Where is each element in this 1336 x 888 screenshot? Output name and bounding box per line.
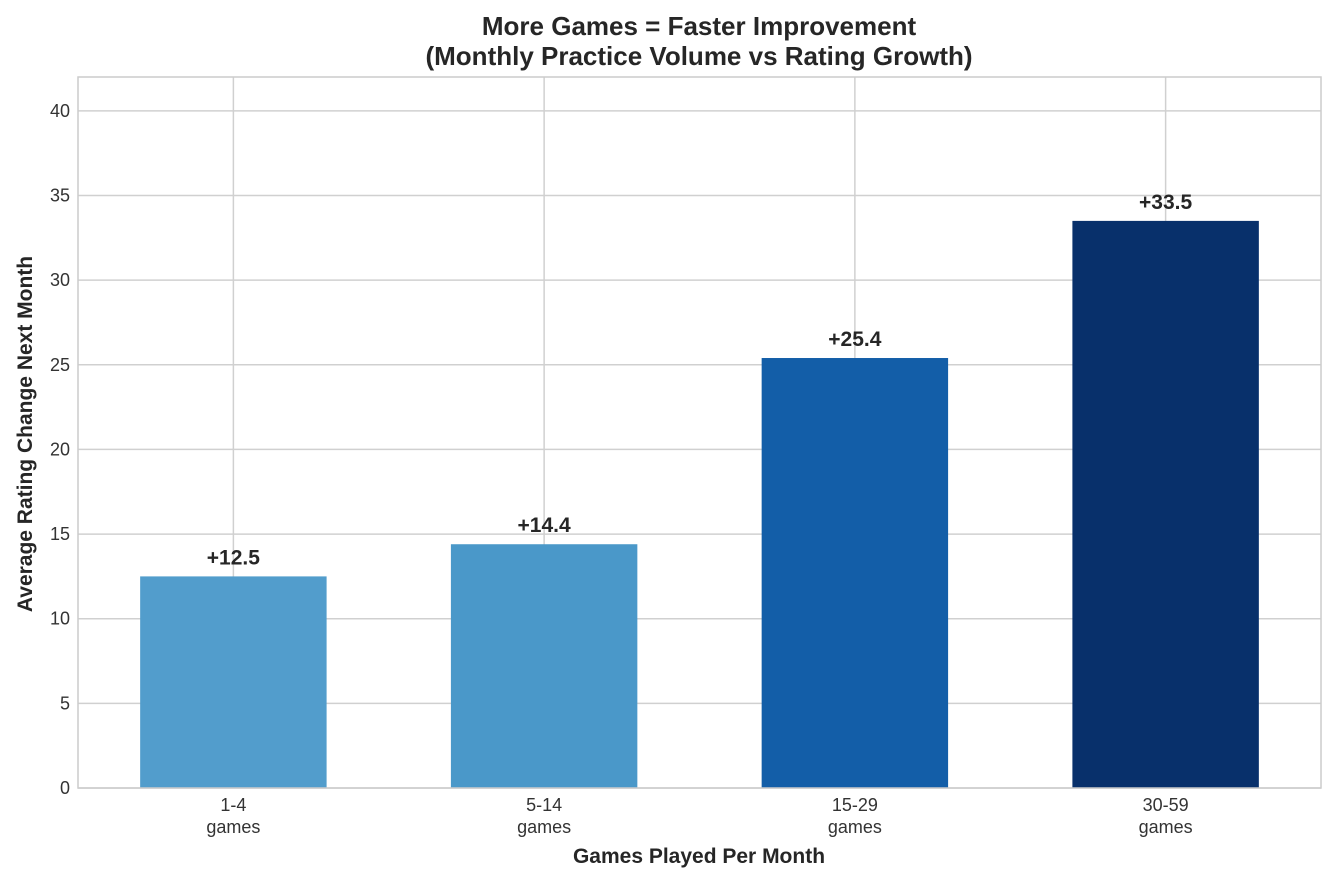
y-tick-label: 15 (50, 524, 70, 544)
x-axis-label: Games Played Per Month (573, 845, 825, 868)
y-axis-label: Average Rating Change Next Month (14, 256, 37, 612)
x-tick-sublabel: games (517, 817, 571, 837)
x-tick-sublabel: games (206, 817, 260, 837)
bar-value-label: +33.5 (1139, 191, 1192, 214)
y-tick-labels: 0 5 10 15 20 25 30 35 40 (50, 101, 70, 798)
y-tick-label: 10 (50, 609, 70, 629)
bar (1072, 220, 1259, 789)
chart-title-line-2: (Monthly Practice Volume vs Rating Growt… (425, 41, 972, 71)
plot-frame (77, 76, 1322, 789)
x-tick-label: 5-14 (526, 795, 562, 815)
x-tick-label: 15-29 (832, 795, 878, 815)
y-tick-label: 20 (50, 439, 70, 459)
bars (140, 220, 1259, 789)
x-tick-label: 1-4 (220, 795, 246, 815)
bar-value-labels: +12.5 +14.4 +25.4 +33.5 (207, 191, 1193, 570)
bar-value-label: +12.5 (207, 546, 260, 569)
bar (450, 544, 638, 788)
chart-title-line-1: More Games = Faster Improvement (482, 11, 917, 41)
y-tick-label: 30 (50, 270, 70, 290)
x-tick-sublabel: games (828, 817, 882, 837)
y-tick-label: 35 (50, 186, 70, 206)
x-tick-label: 30-59 (1143, 795, 1189, 815)
y-tick-label: 25 (50, 355, 70, 375)
bar (140, 576, 327, 788)
bar (761, 358, 949, 788)
bar-value-label: +25.4 (828, 328, 881, 351)
y-tick-label: 5 (60, 693, 70, 713)
bar-value-label: +14.4 (518, 514, 571, 537)
y-tick-label: 40 (50, 101, 70, 121)
y-tick-label: 0 (60, 778, 70, 798)
x-tick-sublabel: games (1139, 817, 1193, 837)
